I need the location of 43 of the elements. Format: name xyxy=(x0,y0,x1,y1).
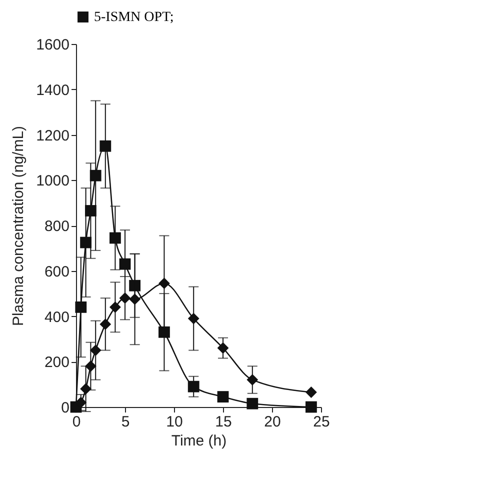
point xyxy=(80,383,92,395)
x-tick-label: 15 xyxy=(215,414,232,430)
point xyxy=(100,140,112,152)
legend-label: 5-ISMN OPT; xyxy=(94,10,174,25)
point xyxy=(119,258,131,270)
point xyxy=(158,278,170,290)
point xyxy=(217,391,229,402)
point xyxy=(80,236,92,248)
y-tick-label: 200 xyxy=(44,354,70,372)
point xyxy=(158,326,170,338)
point xyxy=(85,360,96,372)
point xyxy=(90,170,102,182)
point xyxy=(246,374,258,386)
point xyxy=(90,344,102,356)
point xyxy=(188,380,200,392)
x-tick-label: 25 xyxy=(313,414,330,430)
y-tick-label: 1600 xyxy=(36,36,70,54)
y-tick-label: 400 xyxy=(44,308,70,326)
point xyxy=(110,232,121,244)
y-tick-label: 800 xyxy=(44,218,70,235)
point xyxy=(129,280,140,292)
y-tick-label: 0 xyxy=(61,400,70,416)
point xyxy=(129,294,140,305)
point xyxy=(75,301,87,313)
x-tick-label: 5 xyxy=(121,414,130,430)
y-tick-label: 1200 xyxy=(36,127,70,144)
x-tick-label: 10 xyxy=(166,414,183,430)
point xyxy=(100,318,112,330)
y-tick-label: 1400 xyxy=(36,82,70,99)
x-tick-label: 0 xyxy=(72,414,81,430)
x-tick-label: 20 xyxy=(264,414,281,430)
point xyxy=(217,342,229,354)
y-tick-label: 1000 xyxy=(36,172,70,190)
point xyxy=(246,398,258,410)
point xyxy=(119,292,131,304)
point xyxy=(110,301,121,313)
y-axis-title: Plasma concentration (ng/mL) xyxy=(10,126,28,326)
x-axis-title: Time (h) xyxy=(171,432,227,450)
y-tick-label: 600 xyxy=(44,263,70,280)
point xyxy=(306,386,317,398)
point xyxy=(306,401,317,413)
point xyxy=(188,312,200,324)
point xyxy=(85,205,96,216)
